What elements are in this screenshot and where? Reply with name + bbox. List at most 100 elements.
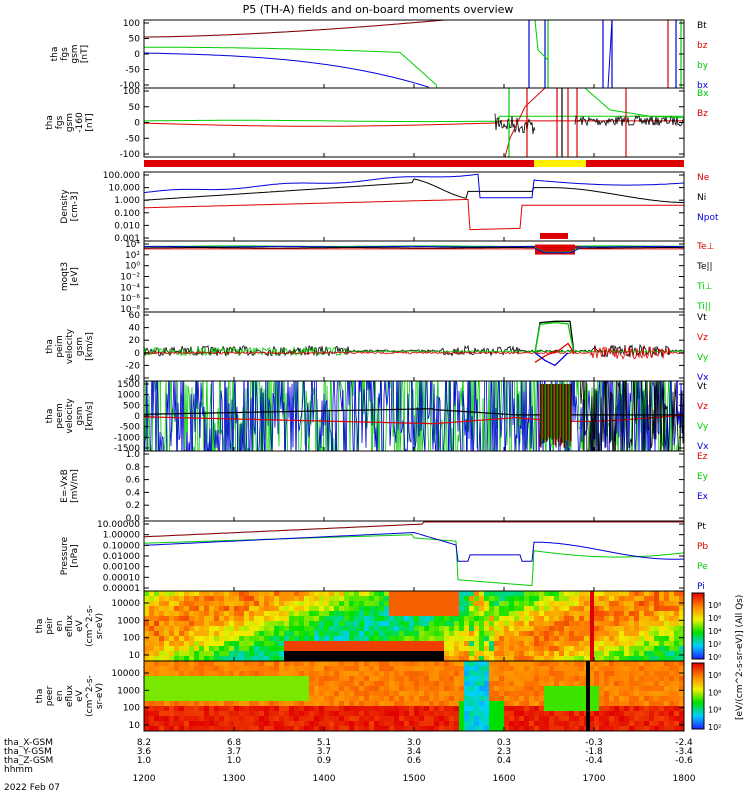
heatmap-cell (414, 646, 420, 652)
heatmap-cell (549, 601, 555, 607)
y-tick-label: 1000 (117, 686, 140, 696)
y-tick-label: 10⁻⁶ (120, 294, 140, 304)
heatmap-cell (559, 661, 565, 667)
heatmap-cell (489, 676, 495, 682)
heatmap-cell (199, 591, 205, 597)
heatmap-cell (594, 631, 600, 637)
heatmap-cell (334, 701, 340, 707)
heatmap-cell (484, 616, 490, 622)
heatmap-cell (419, 666, 425, 672)
heatmap-cell (319, 601, 325, 607)
heatmap-cell (524, 656, 530, 661)
heatmap-cell (634, 591, 640, 597)
y-axis-label-line: Pressure (60, 536, 70, 575)
heatmap-cell (449, 636, 455, 642)
heatmap-cell (614, 686, 620, 692)
heatmap-cell (404, 671, 410, 677)
heatmap-cell (539, 626, 545, 632)
heatmap-cell (604, 621, 610, 627)
heatmap-cell (179, 706, 185, 712)
heatmap-cell (394, 686, 400, 692)
heatmap-cell (299, 661, 305, 667)
heatmap-cell (444, 721, 450, 727)
heatmap-cell (584, 601, 590, 607)
heatmap-cell (334, 726, 340, 731)
heatmap-cell (674, 701, 680, 707)
heatmap-cell (669, 636, 675, 642)
heatmap-cell (309, 711, 315, 717)
heatmap-cell (344, 671, 350, 677)
heatmap-cell (164, 631, 170, 637)
heatmap-cell (629, 721, 635, 727)
heatmap-cell (624, 661, 630, 667)
heatmap-cell (514, 616, 520, 622)
heatmap-cell (239, 616, 245, 622)
heatmap-cell (609, 626, 615, 632)
heatmap-cell (489, 591, 495, 597)
heatmap-cell (224, 696, 230, 702)
heatmap-cell (639, 716, 645, 722)
heatmap-cell (504, 716, 510, 722)
heatmap-cell (669, 706, 675, 712)
heatmap-cell (299, 636, 305, 642)
heatmap-cell (399, 726, 405, 731)
heatmap-cell (264, 601, 270, 607)
orbit-value: -3.4 (675, 747, 693, 757)
colorbar-tick-label: 10⁶ (708, 614, 721, 623)
heatmap-cell (359, 611, 365, 617)
heatmap-cell (559, 701, 565, 707)
heatmap-cell (654, 671, 660, 677)
heatmap-cell (374, 721, 380, 727)
heatmap-cell (294, 656, 300, 661)
heatmap-cell (659, 606, 665, 612)
heatmap-cell (214, 691, 220, 697)
heatmap-cell (504, 646, 510, 652)
heatmap-cell (664, 671, 670, 677)
heatmap-cell (479, 711, 485, 717)
heatmap-cell (524, 621, 530, 627)
heatmap-cell (279, 706, 285, 712)
heatmap-cell (574, 651, 580, 657)
heatmap-cell (679, 611, 684, 617)
heatmap-cell (664, 691, 670, 697)
heatmap-cell (669, 691, 675, 697)
heatmap-cell (474, 686, 480, 692)
heatmap-cell (534, 651, 540, 657)
heatmap-cell (254, 631, 260, 637)
legend-npot: Npot (697, 213, 719, 223)
heatmap-cell (619, 681, 625, 687)
heatmap-cell (264, 626, 270, 632)
heatmap-cell (669, 631, 675, 637)
heatmap-cell (499, 666, 505, 672)
heatmap-cell (564, 691, 570, 697)
heatmap-cell (529, 601, 535, 607)
heatmap-cell (529, 621, 535, 627)
heatmap-cell (304, 666, 310, 672)
heatmap-cell (399, 636, 405, 642)
heatmap-cell (384, 606, 390, 612)
heatmap-cell (544, 631, 550, 637)
heatmap-cell (264, 621, 270, 627)
heatmap-cell (519, 716, 525, 722)
heatmap-cell (154, 616, 160, 622)
heatmap-cell (249, 616, 255, 622)
heatmap-cell (519, 671, 525, 677)
heatmap-cell (414, 691, 420, 697)
heatmap-cell (234, 641, 240, 647)
heatmap-cell (424, 676, 430, 682)
heatmap-cell (624, 601, 630, 607)
heatmap-cell (304, 601, 310, 607)
heatmap-cell (409, 591, 415, 597)
heatmap-cell (194, 616, 200, 622)
heatmap-cell (509, 636, 515, 642)
heatmap-cell (354, 641, 360, 647)
heatmap-cell (549, 651, 555, 657)
heatmap-cell (619, 611, 625, 617)
heatmap-cell (454, 666, 460, 672)
heatmap-cell (179, 716, 185, 722)
heatmap-cell (219, 656, 225, 661)
heatmap-cell (324, 636, 330, 642)
heatmap-cell (204, 656, 210, 661)
heatmap-cell (344, 701, 350, 707)
heatmap-cell (619, 726, 625, 731)
